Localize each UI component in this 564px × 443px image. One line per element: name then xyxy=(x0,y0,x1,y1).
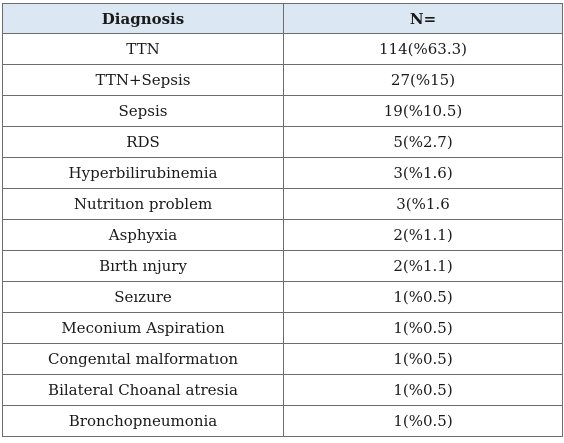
diagnosis-cell: TTN+Sepsis xyxy=(2,64,284,96)
count-cell: 1(%0.5) xyxy=(283,405,563,437)
diagnosis-cell: Nutritıon problem xyxy=(2,188,284,220)
count-cell: 3(%1.6 xyxy=(283,188,563,220)
table-row: TTN 114(%63.3) xyxy=(2,33,563,65)
table-row: RDS 5(%2.7) xyxy=(2,126,563,158)
diagnosis-cell: Seızure xyxy=(2,281,284,313)
diagnosis-cell: Sepsis xyxy=(2,95,284,127)
count-cell: 5(%2.7) xyxy=(283,126,563,158)
table-row: TTN+Sepsis 27(%15) xyxy=(2,64,563,96)
diagnosis-cell: Bronchopneumonia xyxy=(2,405,284,437)
table-header-row: Diagnosis N= xyxy=(2,3,563,34)
count-cell: 2(%1.1) xyxy=(283,250,563,282)
count-cell: 19(%10.5) xyxy=(283,95,563,127)
count-cell: 1(%0.5) xyxy=(283,281,563,313)
diagnosis-cell: Meconium Aspiration xyxy=(2,312,284,344)
table-row: Hyperbilirubinemia 3(%1.6) xyxy=(2,157,563,189)
diagnosis-table-container: Diagnosis N= TTN 114(%63.3) TTN+Sepsis 2… xyxy=(2,3,563,437)
count-cell: 2(%1.1) xyxy=(283,219,563,251)
count-cell: 1(%0.5) xyxy=(283,312,563,344)
table-row: Congenıtal malformatıon 1(%0.5) xyxy=(2,343,563,375)
table-row: Bırth ınjury 2(%1.1) xyxy=(2,250,563,282)
count-cell: 3(%1.6) xyxy=(283,157,563,189)
diagnosis-cell: Bırth ınjury xyxy=(2,250,284,282)
count-cell: 1(%0.5) xyxy=(283,374,563,406)
count-cell: 1(%0.5) xyxy=(283,343,563,375)
table-row: Meconium Aspiration 1(%0.5) xyxy=(2,312,563,344)
diagnosis-cell: Congenıtal malformatıon xyxy=(2,343,284,375)
table-row: Nutritıon problem 3(%1.6 xyxy=(2,188,563,220)
table-row: Bronchopneumonia 1(%0.5) xyxy=(2,405,563,437)
table-row: Asphyxia 2(%1.1) xyxy=(2,219,563,251)
header-diagnosis: Diagnosis xyxy=(2,3,284,34)
table-row: Seızure 1(%0.5) xyxy=(2,281,563,313)
diagnosis-cell: Asphyxia xyxy=(2,219,284,251)
table-row: Sepsis 19(%10.5) xyxy=(2,95,563,127)
diagnosis-cell: TTN xyxy=(2,33,284,65)
table-body: TTN 114(%63.3) TTN+Sepsis 27(%15) Sepsis… xyxy=(2,33,563,437)
count-cell: 27(%15) xyxy=(283,64,563,96)
diagnosis-cell: RDS xyxy=(2,126,284,158)
diagnosis-cell: Bilateral Choanal atresia xyxy=(2,374,284,406)
diagnosis-cell: Hyperbilirubinemia xyxy=(2,157,284,189)
table-row: Bilateral Choanal atresia 1(%0.5) xyxy=(2,374,563,406)
count-cell: 114(%63.3) xyxy=(283,33,563,65)
header-count: N= xyxy=(283,3,563,34)
diagnosis-table: Diagnosis N= TTN 114(%63.3) TTN+Sepsis 2… xyxy=(2,3,563,437)
